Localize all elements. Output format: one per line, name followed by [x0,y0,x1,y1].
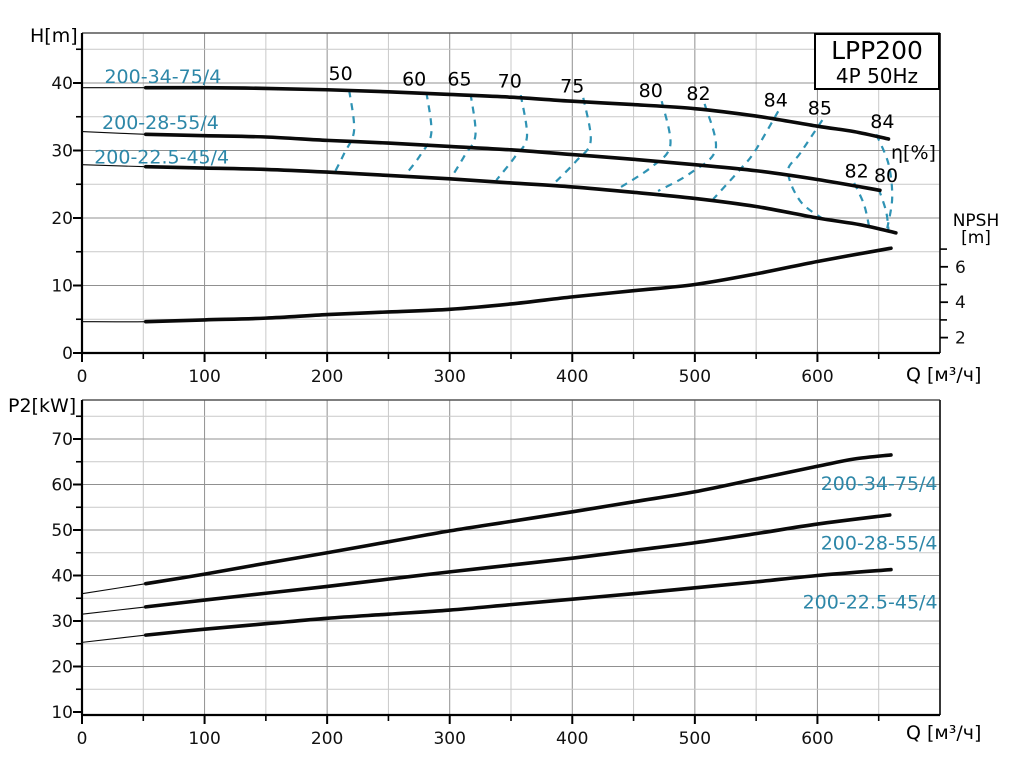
svg-text:30: 30 [51,142,73,162]
svg-text:50: 50 [51,521,73,541]
svg-text:60: 60 [402,69,426,91]
svg-text:500: 500 [679,367,711,387]
svg-text:30: 30 [51,612,73,632]
grid-power [82,400,940,715]
svg-text:40: 40 [51,567,73,587]
h-axis-label: H[m] [30,25,78,47]
efficiency-contour-84 [712,110,780,200]
pump-curves-power [81,453,893,643]
svg-text:200-28-55/4: 200-28-55/4 [102,112,219,134]
svg-text:200: 200 [311,367,343,387]
svg-text:500: 500 [679,729,711,749]
svg-text:200: 200 [311,729,343,749]
title-box: LPP200 4P 50Hz [814,33,940,90]
axis-ticks-head-npsh: 0 100 200 300 400 500 600 0 10 20 30 40 2 4 6 [51,48,966,387]
efficiency-contour-85 [786,119,825,221]
efficiency-contour-75 [553,97,592,185]
series-200-22.5-45/4-curve [143,164,898,235]
svg-text:100: 100 [188,367,220,387]
npsh-label-line1: NPSH [952,211,1000,231]
q-axis-label-top: Q [м³/ч] [906,364,982,386]
efficiency-contour-80 [877,188,890,231]
svg-text:70: 70 [498,71,522,93]
svg-text:4: 4 [955,293,966,313]
svg-text:82: 82 [845,160,869,182]
efficiency-contour-84 [875,133,894,229]
efficiency-contour-60 [403,92,433,177]
svg-text:400: 400 [556,729,588,749]
series-labels-head-npsh: 200-34-75/4 200-28-55/4 200-22.5-45/4 [94,66,229,168]
svg-text:85: 85 [808,98,832,120]
efficiency-contours [333,90,894,231]
svg-text:20: 20 [51,658,73,678]
svg-text:80: 80 [874,165,898,187]
svg-text:200-34-75/4: 200-34-75/4 [104,66,221,88]
series-200-34-75/4-curve [143,85,891,141]
svg-text:20: 20 [51,209,73,229]
svg-text:10: 10 [51,703,73,723]
svg-text:70: 70 [51,430,73,450]
q-axis-label-bottom: Q [м³/ч] [906,722,982,744]
svg-text:300: 300 [433,729,465,749]
svg-text:0: 0 [77,729,88,749]
svg-text:2: 2 [955,329,966,349]
series-200-28-55/4-curve [143,513,892,609]
axis-ticks-power: 0 100 200 300 400 500 600 10 20 30 40 50 60 70 [51,415,880,749]
series-200-28-55/4-curve [143,132,882,193]
series-200-34-75/4-curve [143,453,893,586]
pump-curves-head-npsh [81,85,898,324]
svg-text:0: 0 [62,344,73,364]
svg-text:84: 84 [764,90,788,112]
efficiency-contour-70 [495,94,529,181]
svg-text:0: 0 [77,367,88,387]
svg-text:600: 600 [801,729,833,749]
svg-text:100: 100 [188,729,220,749]
series-labels-power: 200-34-75/4 200-28-55/4 200-22.5-45/4 [803,473,938,613]
svg-text:10: 10 [51,277,73,297]
title-poles-frequency: 4P 50Hz [835,64,919,88]
efficiency-contour-65 [449,93,477,179]
efficiency-axis-label: η[%] [891,142,936,164]
efficiency-contour-80 [618,100,672,190]
svg-text:200-28-55/4: 200-28-55/4 [821,533,938,555]
title-model: LPP200 [831,36,923,65]
svg-text:82: 82 [686,83,710,105]
svg-text:84: 84 [870,111,894,133]
svg-text:40: 40 [51,74,73,94]
svg-text:60: 60 [51,476,73,496]
svg-text:300: 300 [433,367,465,387]
svg-text:6: 6 [955,258,966,278]
svg-text:75: 75 [560,75,584,97]
svg-text:200-22.5-45/4: 200-22.5-45/4 [803,591,938,613]
svg-text:65: 65 [447,69,471,91]
svg-text:400: 400 [556,367,588,387]
svg-text:80: 80 [639,80,663,102]
svg-text:200-22.5-45/4: 200-22.5-45/4 [94,146,229,168]
npsh-label-line2: [m] [961,228,991,248]
svg-text:600: 600 [801,367,833,387]
efficiency-contour-50 [333,90,356,174]
npsh-axis-label: NPSH [m] [944,213,1008,247]
npsh-curve [143,246,893,324]
svg-text:200-34-75/4: 200-34-75/4 [821,473,938,495]
series-200-22.5-45/4-curve [143,567,893,637]
p2-axis-label: P2[kW] [8,395,77,417]
svg-text:50: 50 [329,63,353,85]
